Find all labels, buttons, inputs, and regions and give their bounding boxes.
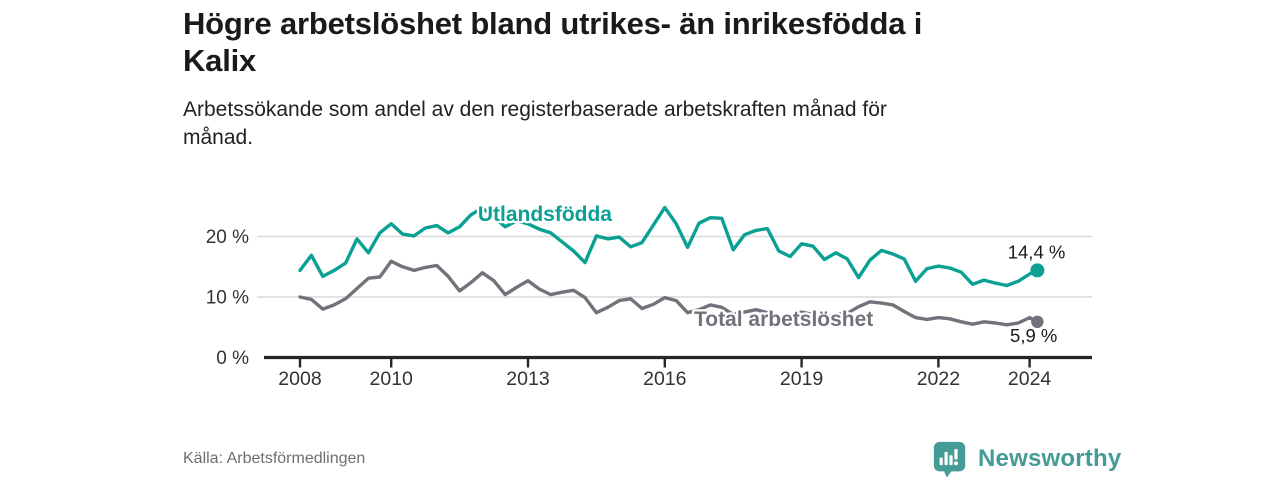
x-axis-tick-label: 2016 <box>643 368 686 390</box>
x-axis-tick-label: 2019 <box>780 368 823 390</box>
y-axis-tick-label: 10 % <box>206 288 249 309</box>
series-line-0 <box>298 205 1040 288</box>
newsworthy-logo: Newsworthy <box>931 440 1121 478</box>
page-title: Högre arbetslöshet bland utrikes- än inr… <box>183 5 1123 79</box>
chart-subtitle-line1: Arbetssökande som andel av den registerb… <box>183 98 887 121</box>
y-axis-tick-label: 20 % <box>206 227 249 248</box>
latest-value-dot <box>1030 263 1045 278</box>
series-label: Utlandsfödda <box>478 203 612 226</box>
x-axis-tick-label: 2010 <box>370 368 414 390</box>
latest-value-label: 14,4 % <box>1008 241 1066 262</box>
chart-subtitle: Arbetssökande som andel av den registerb… <box>183 96 1083 152</box>
series-line-1 <box>298 259 1040 327</box>
newsworthy-logo-icon <box>933 441 966 478</box>
logo-bar-chart-glyph <box>939 449 958 466</box>
page-title-line1: Högre arbetslöshet bland utrikes- än inr… <box>183 6 923 41</box>
y-axis-tick-label: 0 % <box>216 348 249 369</box>
series-label: Total arbetslöshet <box>694 308 873 331</box>
latest-value-label: 5,9 % <box>1010 325 1057 346</box>
x-axis-tick-label: 2022 <box>917 368 960 390</box>
latest-value-dot <box>1031 315 1044 329</box>
x-axis-tick-label: 2024 <box>1008 368 1052 390</box>
source-note: Källa: Arbetsförmedlingen <box>183 450 366 467</box>
page-title-line2: Kalix <box>183 43 257 78</box>
x-axis-tick-label: 2013 <box>506 368 549 390</box>
chart-subtitle-line2: månad. <box>183 126 254 149</box>
x-axis-tick-label: 2008 <box>278 368 321 390</box>
newsworthy-logo-text: Newsworthy <box>978 445 1122 472</box>
